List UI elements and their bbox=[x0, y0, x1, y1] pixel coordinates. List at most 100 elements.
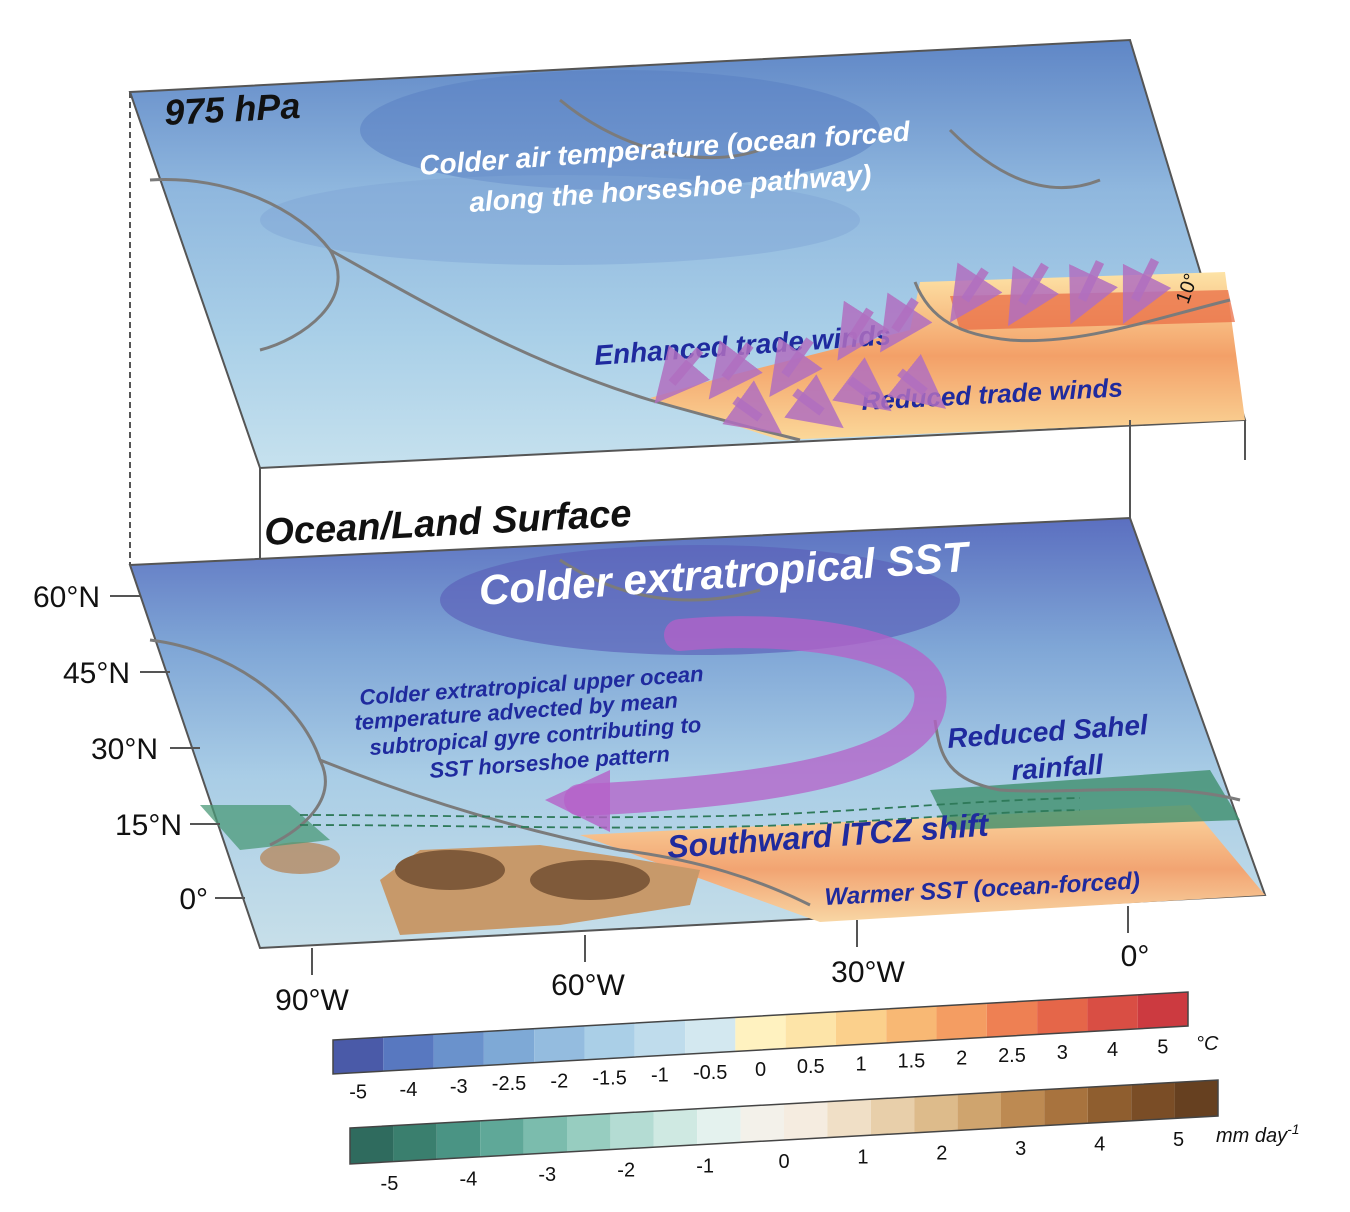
colorbar-frame bbox=[349, 1079, 1219, 1165]
wind-arrow bbox=[837, 300, 890, 361]
colorbar-cell bbox=[986, 1000, 1038, 1038]
colorbar-cell bbox=[567, 1113, 611, 1152]
colorbar-tick-label: -2 bbox=[617, 1160, 635, 1182]
lower-warm-sst bbox=[580, 805, 1265, 922]
colorbar-tick-label: 5 bbox=[1157, 1036, 1168, 1058]
colorbar-cell bbox=[1137, 992, 1188, 1029]
colorbar-tick-label: -3 bbox=[450, 1076, 468, 1098]
sahel-rainfall-deficit bbox=[930, 770, 1240, 830]
colorbar-cell bbox=[735, 1014, 786, 1052]
colorbar-tick-label: -2.5 bbox=[492, 1073, 526, 1095]
lat-label-45n: 45°N bbox=[63, 657, 130, 690]
central-america-rainfall bbox=[260, 842, 340, 874]
colorbar-tick-label: 5 bbox=[1173, 1129, 1184, 1151]
colorbar-cell bbox=[1001, 1089, 1045, 1128]
lon-label-60w: 60°W bbox=[551, 969, 625, 1002]
colorbar-cell bbox=[610, 1111, 654, 1150]
colorbar-tick-label: -4 bbox=[400, 1079, 418, 1101]
colorbar-cell bbox=[835, 1008, 887, 1046]
colorbar-cell bbox=[785, 1011, 836, 1049]
sahel-label-line2: rainfall bbox=[1010, 749, 1105, 786]
precip-unit-text: mm day bbox=[1216, 1125, 1288, 1147]
upper-cold-core bbox=[360, 70, 880, 190]
colorbar-cell bbox=[827, 1099, 871, 1138]
wind-arrow bbox=[722, 380, 782, 434]
colorbar-cell bbox=[1044, 1087, 1088, 1126]
caribbean-rainfall-deficit bbox=[200, 805, 330, 850]
wind-arrow bbox=[950, 262, 1003, 323]
lat-label-60n: 60°N bbox=[33, 581, 100, 614]
precipitation-colorbar: -5 -4 -3 -2 -1 0 1 2 3 4 5 bbox=[349, 1079, 1219, 1195]
colorbar-tick-label: 0 bbox=[755, 1059, 766, 1081]
temperature-unit: °C bbox=[1196, 1033, 1219, 1055]
rainfall-core-2 bbox=[530, 860, 650, 900]
colorbar-cell bbox=[957, 1092, 1001, 1131]
colorbar-cell bbox=[483, 1028, 535, 1066]
colorbar-cell bbox=[697, 1106, 741, 1145]
wind-arrow bbox=[784, 374, 844, 429]
wind-arrow bbox=[1122, 257, 1172, 325]
colorbar-cell bbox=[1174, 1080, 1218, 1119]
lat-label-30n: 30°N bbox=[91, 733, 158, 766]
upper-cold-band bbox=[260, 175, 860, 265]
colorbar-cell bbox=[584, 1023, 635, 1060]
colorbar-cell bbox=[333, 1037, 384, 1074]
colorbar-cell bbox=[1131, 1082, 1175, 1121]
colorbar-cell bbox=[936, 1003, 987, 1041]
colorbar-cell bbox=[870, 1096, 915, 1136]
colorbar-tick-label: 2 bbox=[956, 1048, 967, 1070]
wind-arrow bbox=[832, 357, 892, 412]
colorbar-cell bbox=[383, 1034, 434, 1072]
colorbar-cell bbox=[350, 1125, 394, 1164]
wind-arrow bbox=[708, 340, 763, 400]
colorbar-cell bbox=[433, 1031, 484, 1069]
colorbar-cell bbox=[1087, 994, 1138, 1032]
wind-arrow bbox=[1069, 260, 1118, 325]
panel-connectors bbox=[129, 92, 1246, 568]
colorbar-cell bbox=[1037, 997, 1088, 1035]
latitude-axis bbox=[110, 595, 245, 899]
upper-coastline bbox=[149, 98, 1231, 442]
colorbar-cell bbox=[634, 1020, 686, 1058]
colorbar-tick-label: 3 bbox=[1015, 1138, 1026, 1160]
colorbar-tick-label: 3 bbox=[1057, 1042, 1068, 1064]
lon-label-0: 0° bbox=[1121, 940, 1150, 973]
colorbar-tick-label: 1 bbox=[857, 1147, 868, 1169]
colorbar-tick-label: 0 bbox=[778, 1151, 789, 1173]
colorbar-cell bbox=[1087, 1084, 1132, 1124]
colorbar-cell bbox=[653, 1108, 698, 1148]
precip-unit: mm day-1 bbox=[1216, 1121, 1300, 1147]
colorbar-tick-label: 1 bbox=[856, 1053, 867, 1075]
colorbar-tick-label: -2 bbox=[550, 1070, 568, 1092]
colorbar-tick-label: 1.5 bbox=[897, 1051, 925, 1073]
colorbar-frame bbox=[332, 991, 1189, 1075]
gyre-arrow-head bbox=[545, 770, 610, 832]
colorbar-tick-label: -1 bbox=[696, 1155, 714, 1177]
colorbar-cell bbox=[685, 1017, 736, 1055]
gyre-arrow bbox=[564, 616, 947, 816]
colorbar-tick-label: 2 bbox=[936, 1142, 947, 1164]
wind-arrow bbox=[887, 354, 947, 409]
lat-label-15n: 15°N bbox=[115, 809, 182, 842]
colorbar-tick-label: 4 bbox=[1107, 1039, 1118, 1061]
trade-wind-arrows bbox=[654, 257, 1172, 434]
colorbar-tick-label: 2.5 bbox=[998, 1045, 1026, 1067]
colorbar-tick-label: -1 bbox=[651, 1065, 669, 1087]
colorbar-tick-label: -0.5 bbox=[693, 1062, 727, 1084]
colorbar-cell bbox=[784, 1101, 828, 1140]
colorbar-tick-label: -4 bbox=[459, 1168, 477, 1190]
colorbar-tick-label: -5 bbox=[349, 1082, 367, 1104]
lower-panel: Ocean/Land Surface Colder extratropical … bbox=[128, 493, 1267, 950]
lat-label-0: 0° bbox=[179, 883, 208, 916]
wind-arrow bbox=[769, 337, 823, 397]
colorbar-cell bbox=[480, 1118, 524, 1157]
colorbar-cell bbox=[436, 1120, 481, 1160]
temperature-colorbar: -5 -4 -3 -2.5 -2 -1.5 -1 -0.5 0 0.5 1 1.5 2 2.5 3 4 5 bbox=[332, 991, 1189, 1104]
colorbar-tick-label: 0.5 bbox=[797, 1056, 825, 1078]
wind-arrow bbox=[654, 344, 711, 404]
precip-unit-exp: -1 bbox=[1287, 1121, 1299, 1137]
colorbar-cell bbox=[886, 1006, 937, 1043]
rainfall-core-1 bbox=[395, 850, 505, 890]
